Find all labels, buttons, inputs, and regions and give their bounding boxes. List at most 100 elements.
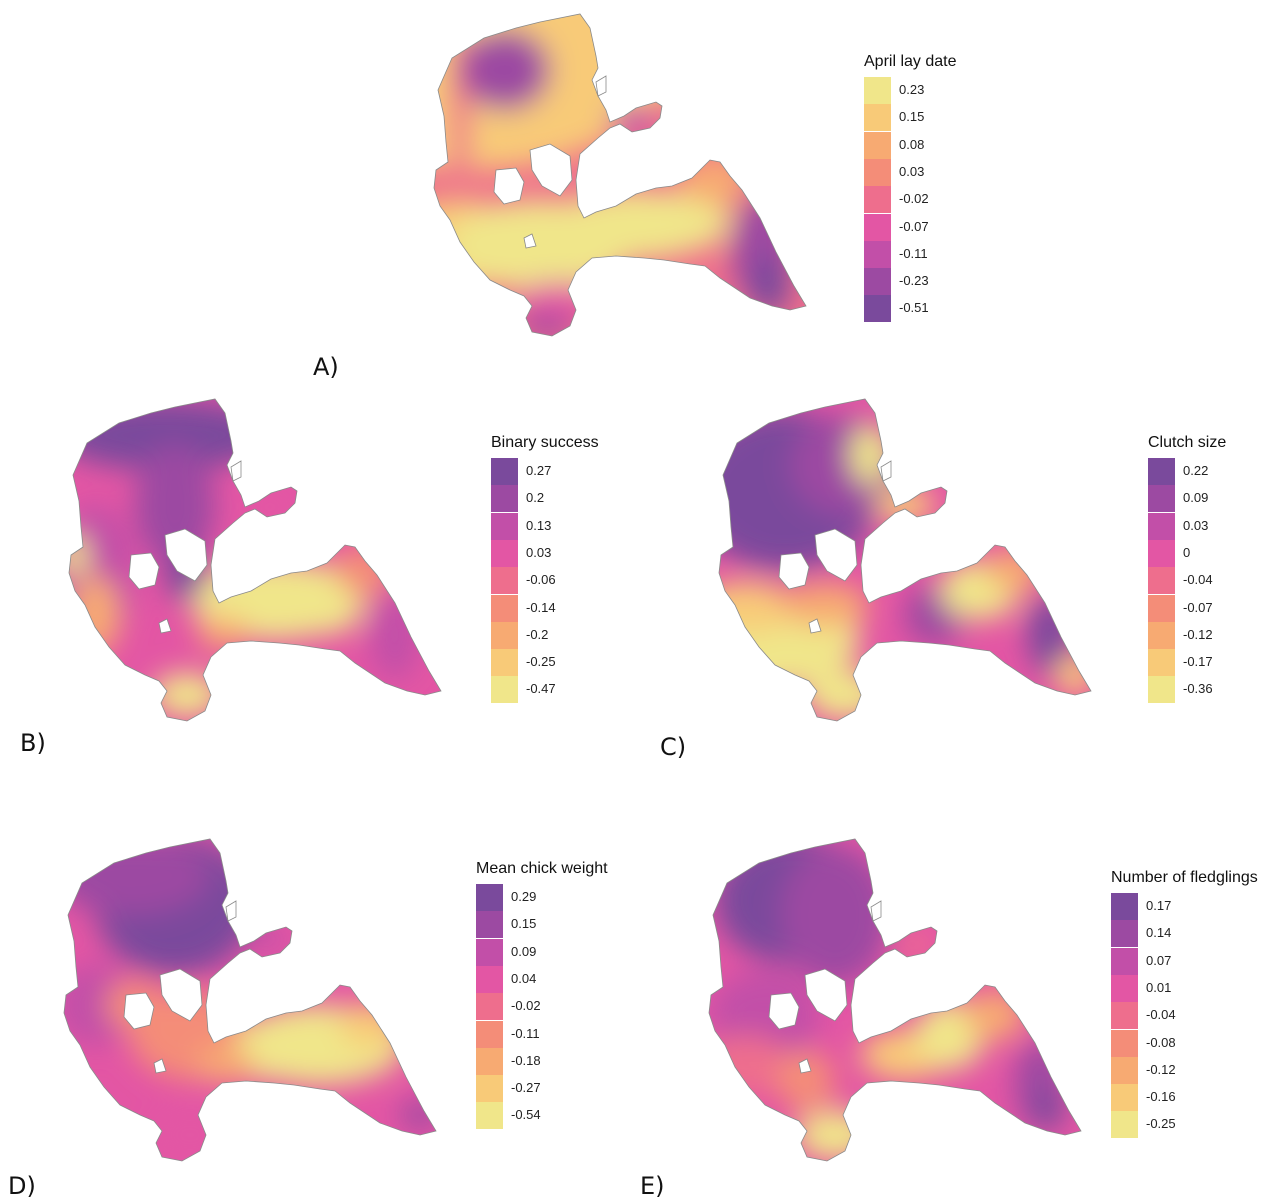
legend-title-c: Clutch size [1148, 434, 1227, 451]
surface-blob [605, 40, 705, 100]
map-e [708, 838, 1082, 1162]
legend-swatch [864, 186, 891, 214]
surface [719, 399, 1091, 721]
legend-swatch [476, 1102, 503, 1130]
surface-blob [875, 487, 935, 523]
legend-value: -0.14 [526, 599, 556, 615]
legend-swatch [1111, 1084, 1138, 1112]
map-gap [870, 900, 882, 922]
legend-entry: -0.16 [1111, 1084, 1231, 1112]
legend-entry: 0.03 [491, 539, 611, 567]
legend-value: -0.11 [899, 245, 928, 261]
legend-swatch [491, 676, 518, 704]
legend-entry: -0.11 [864, 240, 984, 268]
legend-entry: 0.15 [476, 911, 596, 939]
surface-blob [195, 1047, 255, 1083]
legend-value: -0.47 [526, 681, 556, 697]
legend-entry: 0.2 [491, 485, 611, 513]
map-gap [158, 618, 172, 634]
legend-value: -0.12 [1183, 626, 1213, 642]
legend-entry: -0.02 [476, 993, 596, 1021]
map-gap [808, 618, 822, 634]
legend-entry: 0.29 [476, 884, 596, 911]
legend-entry: -0.14 [491, 594, 611, 622]
legend-title-a: April lay date [864, 53, 957, 70]
map-gap [768, 992, 800, 1030]
legend-value: -0.23 [899, 273, 929, 289]
legend-swatch [476, 1075, 503, 1103]
legend-swatch [491, 485, 518, 513]
legend-swatch [864, 158, 891, 186]
map-c [718, 398, 1092, 722]
panel-label-c: C) [660, 733, 687, 761]
legend-swatch [476, 965, 503, 993]
legend-title-d: Mean chick weight [476, 860, 608, 877]
legend-value: -0.06 [526, 572, 556, 588]
surface-blob [719, 582, 795, 632]
legend-swatch [1111, 920, 1138, 948]
legend-entry: -0.11 [476, 1020, 596, 1048]
legend-value: -0.12 [1146, 1061, 1176, 1077]
legend-entry: -0.36 [1148, 676, 1268, 704]
legend-entry: 0.27 [491, 458, 611, 485]
legend-entry: 0.03 [864, 158, 984, 186]
map-outline [68, 398, 442, 722]
legend-entry: -0.06 [491, 567, 611, 595]
surface-blob [795, 1110, 875, 1160]
surface-blob [198, 617, 248, 649]
legend-swatch [1148, 512, 1175, 540]
map-gap [493, 167, 525, 205]
map-gap [523, 233, 537, 249]
legend-swatch [864, 268, 891, 296]
legend-value: 0.13 [526, 517, 552, 533]
map-gap [123, 992, 155, 1030]
legend-value: 0.09 [1183, 490, 1209, 506]
map-gap [595, 75, 607, 97]
surface-blob [64, 839, 210, 915]
map-b [68, 398, 442, 722]
legend-entry: 0.09 [476, 938, 596, 966]
legend-swatch [1148, 458, 1175, 485]
legend-value: -0.07 [1183, 599, 1213, 615]
legend-value: -0.16 [1146, 1089, 1176, 1105]
legend-entry: -0.07 [1148, 594, 1268, 622]
legend-entry: -0.2 [491, 621, 611, 649]
map-outline [718, 398, 1092, 722]
map-gap [814, 528, 858, 582]
legend-value: 0.09 [511, 943, 537, 959]
surface-blob [335, 545, 395, 595]
surface-blob [460, 30, 550, 110]
legend-entry: -0.12 [1111, 1056, 1231, 1084]
legend-value: 0.03 [1183, 517, 1209, 533]
surface-blob [340, 1003, 400, 1047]
legend-entry: -0.27 [476, 1075, 596, 1103]
legend-value: -0.02 [511, 998, 541, 1014]
legend-entry: 0.08 [864, 131, 984, 159]
legend-swatch [476, 1020, 503, 1048]
legend-swatch [491, 567, 518, 595]
legend-entry: -0.08 [1111, 1029, 1231, 1057]
legend-entry: 0.15 [864, 104, 984, 132]
legend-entry: -0.54 [476, 1102, 596, 1130]
map-outline [433, 13, 807, 337]
surface-blob [775, 1050, 835, 1110]
map-outline [63, 838, 437, 1162]
legend-entry: 0.22 [1148, 458, 1268, 485]
surface-blob [152, 673, 222, 717]
legend-swatch [864, 295, 891, 323]
legend-value: 0.22 [1183, 463, 1209, 478]
map-gap [159, 968, 203, 1022]
legend-entry: -0.07 [864, 213, 984, 241]
legend-value: 0.15 [511, 916, 537, 932]
surface-blob [1055, 655, 1091, 695]
surface-blob [450, 20, 470, 200]
legend-swatch [864, 77, 891, 104]
surface-blob [780, 845, 890, 985]
legend-value: -0.18 [511, 1052, 541, 1068]
legend-swatch [864, 213, 891, 241]
legend-entry: 0.01 [1111, 974, 1231, 1002]
legend-title-e: Number of fledglings [1111, 869, 1258, 886]
legend-swatch [1111, 1002, 1138, 1030]
legend-swatch [476, 938, 503, 966]
surface-blob [69, 535, 88, 575]
